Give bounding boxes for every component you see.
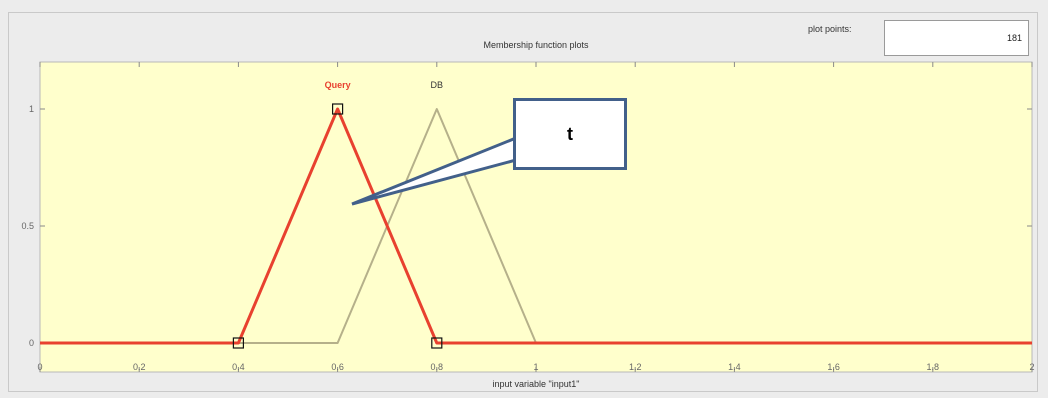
x-tick-label: 0.6 — [331, 362, 344, 372]
x-tick-label: 0 — [37, 362, 42, 372]
y-tick-label: 0 — [29, 338, 34, 348]
y-tick-label: 0.5 — [21, 221, 34, 231]
x-axis-label: input variable "input1" — [492, 379, 580, 389]
callout-box: t — [513, 98, 627, 170]
x-tick-label: 1.8 — [927, 362, 940, 372]
panel-border — [8, 12, 1038, 392]
x-tick-label: 1.2 — [629, 362, 642, 372]
series-line-query[interactable] — [40, 107, 1032, 345]
vertex-handle-query[interactable] — [332, 103, 344, 115]
series-label-db[interactable]: DB — [431, 80, 444, 90]
series-label-query[interactable]: Query — [325, 80, 351, 90]
vertex-handle-query[interactable] — [232, 337, 244, 349]
x-tick-label: 2 — [1029, 362, 1034, 372]
x-tick-label: 0.2 — [133, 362, 146, 372]
plot-points-input[interactable] — [884, 20, 1029, 56]
x-tick-label: 0.4 — [232, 362, 245, 372]
plot-area[interactable] — [39, 61, 1033, 373]
plot-points-label: plot points: — [808, 24, 852, 34]
x-tick-label: 1.4 — [728, 362, 741, 372]
x-tick-label: 0.8 — [431, 362, 444, 372]
chart-title: Membership function plots — [483, 40, 589, 50]
vertex-handle-query[interactable] — [431, 337, 443, 349]
x-tick-label: 1.6 — [827, 362, 840, 372]
x-tick-label: 1 — [533, 362, 538, 372]
y-tick-label: 1 — [29, 104, 34, 114]
